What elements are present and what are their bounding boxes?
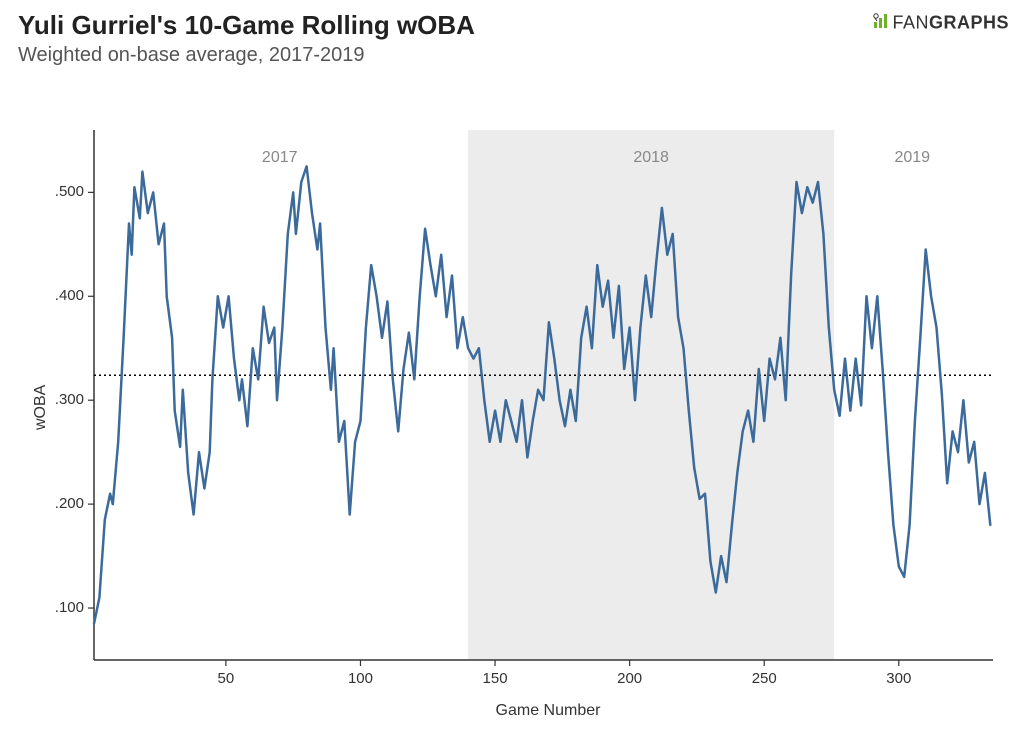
fangraphs-logo: FANGRAPHS	[872, 12, 1009, 35]
chart-subtitle: Weighted on-base average, 2017-2019	[18, 44, 365, 67]
y-tick-label: .100	[34, 599, 84, 616]
x-tick-label: 300	[879, 670, 919, 687]
chart-title: Yuli Gurriel's 10-Game Rolling wOBA	[18, 10, 475, 41]
y-tick-label: .400	[34, 287, 84, 304]
chart-svg	[18, 110, 1009, 730]
x-tick-label: 50	[206, 670, 246, 687]
season-label: 2017	[262, 149, 298, 167]
y-tick-label: .300	[34, 391, 84, 408]
logo-text-fan: FAN	[892, 12, 929, 32]
y-tick-label: .500	[34, 183, 84, 200]
x-tick-label: 200	[610, 670, 650, 687]
x-axis-label: Game Number	[448, 702, 648, 720]
season-label: 2018	[633, 149, 669, 167]
fangraphs-icon	[872, 12, 890, 35]
season-label: 2019	[894, 149, 930, 167]
x-tick-label: 150	[475, 670, 515, 687]
x-tick-label: 100	[340, 670, 380, 687]
chart-area: wOBA Game Number 50100150200250300.100.2…	[18, 110, 1009, 730]
y-tick-label: .200	[34, 495, 84, 512]
x-tick-label: 250	[744, 670, 784, 687]
logo-text-graphs: GRAPHS	[929, 12, 1009, 32]
